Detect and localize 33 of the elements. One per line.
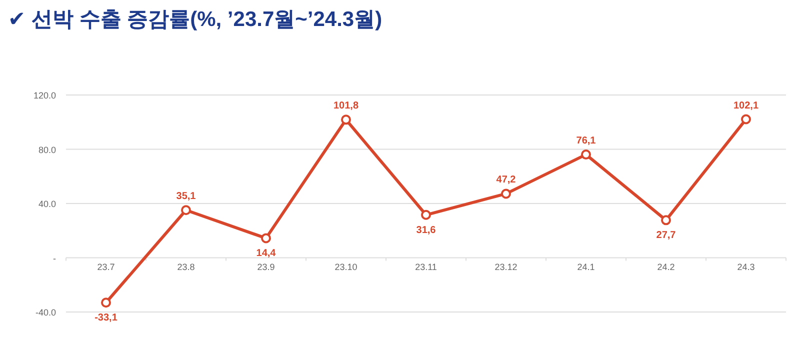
- x-tick-label: 23.8: [177, 262, 195, 272]
- chart-title: ✔ 선박 수출 증감률(%, ’23.7월~’24.3월): [8, 8, 382, 31]
- x-tick-label: 24.3: [737, 262, 755, 272]
- point: [421, 210, 431, 220]
- x-tick-label: 23.11: [415, 262, 437, 272]
- point: [581, 150, 591, 160]
- data-label: 31,6: [416, 224, 436, 236]
- point: [341, 114, 351, 125]
- y-tick-label: 120.0: [33, 90, 56, 100]
- point: [261, 233, 271, 244]
- point: [741, 114, 751, 124]
- point: [661, 215, 671, 226]
- y-tick-label: 40.0: [38, 199, 56, 209]
- x-tick-label: 23.12: [494, 262, 518, 272]
- data-label: 47,2: [496, 174, 516, 186]
- x-tick-label: 23.9: [257, 262, 275, 272]
- x-tick-label: 23.7: [97, 262, 115, 272]
- y-tick-label: 80.0: [38, 144, 56, 155]
- y-tick-label: -: [53, 253, 56, 264]
- data-label: 101,8: [333, 100, 359, 112]
- data-label: 35,1: [176, 191, 196, 202]
- x-tick-label: 23.10: [334, 262, 358, 272]
- x-tick-label: 24.2: [657, 262, 675, 272]
- data-label: -33,1: [94, 312, 118, 324]
- y-tick-label: -40.0: [35, 308, 56, 318]
- point: [101, 298, 111, 308]
- x-tick-label: 24.1: [577, 262, 595, 272]
- data-label: 76,1: [576, 136, 596, 147]
- point: [181, 205, 191, 216]
- data-label: 102,1: [733, 100, 759, 112]
- data-label: 27,7: [656, 230, 676, 242]
- point: [501, 188, 511, 199]
- data-label: 14,4: [256, 248, 276, 260]
